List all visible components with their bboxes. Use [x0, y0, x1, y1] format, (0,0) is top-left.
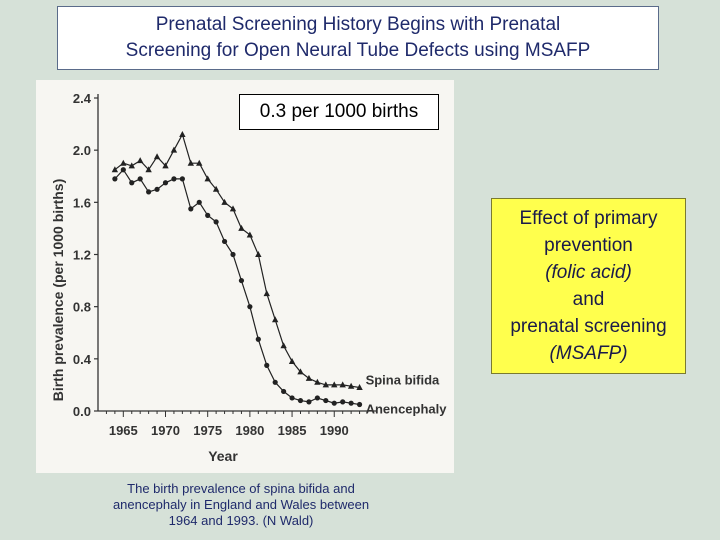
data-point [229, 205, 237, 212]
data-point [281, 388, 287, 395]
prevalence-chart-svg: 0.0 0.4 0.8 1.2 1.6 2.0 2.4 1965 1970 1975 1980 198… [50, 91, 447, 464]
data-point [179, 176, 185, 182]
series-spina-bifida: Spina bifida [111, 131, 440, 391]
x-axis-label: Year [208, 448, 238, 464]
series-line [114, 132, 360, 389]
y-tick-label: 2.4 [73, 91, 92, 106]
data-point [347, 382, 355, 389]
data-point [305, 374, 313, 381]
y-tick-label: 1.2 [73, 248, 91, 263]
y-tick-label: 2.0 [73, 143, 91, 158]
data-point [272, 379, 278, 385]
caption-line-2: anencephaly in England and Wales between [112, 497, 370, 512]
data-point [221, 198, 228, 205]
y-tick-label: 1.6 [73, 195, 91, 210]
slide-title-line-2: Screening for Open Neural Tube Defects u… [125, 40, 591, 61]
data-point [340, 399, 346, 405]
effect-note: Effect of primary prevention (folic acid… [491, 198, 686, 374]
data-point [289, 395, 295, 401]
data-point [205, 212, 211, 218]
caption-line-3: 1964 and 1993. (N Wald) [168, 513, 314, 528]
data-point [356, 384, 363, 391]
series-anencephaly: Anencephaly [112, 167, 447, 416]
slide-title: Prenatal Screening History Begins with P… [57, 6, 659, 70]
x-tick-label: 1975 [193, 423, 222, 438]
data-point [204, 175, 211, 182]
rate-callout: 0.3 per 1000 births [239, 94, 439, 130]
data-point [288, 357, 296, 364]
data-point [247, 304, 253, 310]
y-tick-label: 0.8 [73, 300, 91, 315]
x-tick-label: 1965 [109, 423, 138, 438]
data-point [348, 400, 354, 406]
caption-line-1: The birth prevalence of spina bifida and [127, 481, 355, 496]
data-point [162, 180, 169, 186]
data-point [145, 166, 152, 173]
data-point [112, 176, 118, 182]
data-point [196, 159, 203, 166]
data-point [136, 157, 144, 164]
data-point [170, 146, 178, 153]
data-point [264, 362, 270, 368]
data-point [246, 231, 254, 238]
y-tick-label: 0.0 [73, 404, 91, 419]
y-tick-label: 0.4 [73, 352, 92, 367]
data-point [255, 251, 262, 257]
data-point [153, 153, 161, 160]
data-point [314, 395, 320, 401]
data-point [271, 316, 279, 323]
data-point [339, 381, 346, 388]
effect-line-6: (MSAFP) [549, 343, 628, 364]
data-point [238, 277, 245, 284]
data-point [120, 167, 126, 173]
data-point [171, 176, 177, 182]
data-point [331, 400, 337, 406]
data-point [196, 199, 202, 205]
data-point [146, 189, 152, 195]
data-point [213, 219, 219, 225]
data-point [120, 159, 127, 166]
prevalence-chart: 0.0 0.4 0.8 1.2 1.6 2.0 2.4 1965 1970 1975 1980 198… [36, 80, 454, 473]
data-point [331, 381, 338, 388]
effect-line-5: prenatal screening [510, 316, 667, 337]
data-point [111, 166, 119, 173]
series-label: Anencephaly [366, 401, 448, 416]
series-line [114, 168, 360, 406]
effect-line-2: prevention [544, 235, 633, 256]
effect-line-1: Effect of primary [519, 208, 658, 229]
data-point [314, 378, 321, 385]
x-tick-label: 1970 [151, 423, 180, 438]
data-point [154, 186, 160, 192]
data-point [356, 401, 363, 408]
data-point [230, 251, 236, 258]
y-axis-label: Birth prevalence (per 1000 births) [50, 179, 66, 402]
data-point [129, 180, 135, 186]
data-point [212, 185, 220, 192]
data-point [179, 131, 186, 138]
data-point [162, 162, 169, 169]
slide-title-line-1: Prenatal Screening History Begins with P… [155, 14, 561, 35]
data-point [297, 397, 304, 404]
data-point [128, 162, 135, 169]
x-tick-label: 1985 [278, 423, 307, 438]
data-point [263, 290, 270, 297]
data-point [297, 368, 304, 375]
data-point [306, 399, 312, 405]
x-tick-label: 1990 [320, 423, 349, 438]
data-point [255, 336, 261, 342]
data-point [221, 238, 228, 245]
x-tick-label: 1980 [235, 423, 264, 438]
data-point [322, 381, 330, 388]
figure-caption: The birth prevalence of spina bifida and… [60, 481, 422, 529]
effect-line-3: (folic acid) [545, 262, 632, 283]
data-point [187, 159, 195, 166]
series-label: Spina bifida [366, 373, 440, 388]
data-point [238, 224, 245, 231]
effect-line-4: and [572, 289, 605, 310]
data-point [137, 176, 143, 182]
data-point [280, 342, 287, 349]
data-point [188, 206, 194, 212]
data-point [323, 397, 329, 404]
